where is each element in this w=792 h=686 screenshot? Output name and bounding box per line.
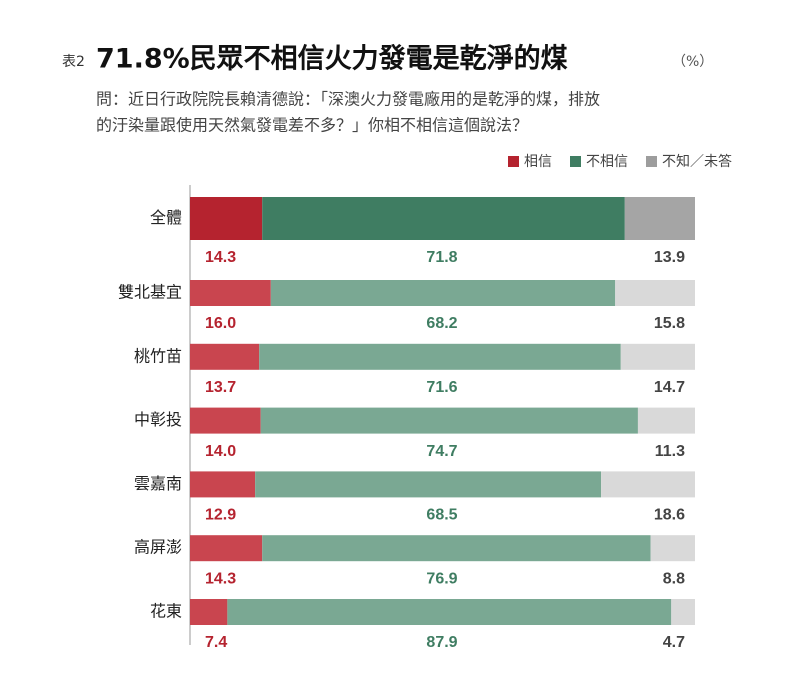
bar-segment [615, 280, 695, 306]
value-label: 15.8 [654, 315, 685, 332]
category-label: 全體 [150, 208, 182, 227]
legend-swatch [646, 156, 657, 167]
subtitle: 的汙染量跟使用天然氣發電差不多？」你相不相信這個說法？ [96, 116, 528, 135]
value-label: 87.9 [426, 634, 457, 651]
bar-segment [262, 535, 651, 562]
value-label: 4.7 [663, 634, 685, 651]
value-label: 11.3 [655, 443, 685, 460]
legend-label: 不知／未答 [662, 153, 732, 170]
bar-segment [190, 471, 256, 498]
value-label: 16.0 [205, 315, 236, 332]
bar-segment [620, 343, 695, 370]
legend-swatch [508, 156, 519, 167]
legend-label: 相信 [524, 154, 552, 170]
legend-label: 不相信 [586, 154, 628, 170]
value-label: 14.3 [205, 249, 236, 266]
bar-segment [260, 407, 638, 434]
title-unit: （%） [672, 54, 713, 70]
value-label: 14.7 [654, 379, 685, 396]
value-label: 7.4 [205, 634, 227, 651]
bar-segment [671, 599, 695, 625]
category-label: 中彰投 [134, 410, 182, 429]
value-label: 18.6 [654, 507, 685, 524]
subtitle: 問：近日行政院院長賴清德說：「深澳火力發電廠用的是乾淨的煤，排放 [96, 90, 600, 109]
bar-segment [190, 535, 263, 562]
value-label: 68.2 [426, 315, 457, 332]
bar-segment [650, 535, 695, 562]
bar-segment [601, 471, 695, 498]
value-label: 8.8 [663, 570, 685, 587]
chart-title: 71.8%民眾不相信火力發電是乾淨的煤 [96, 43, 568, 75]
value-label: 14.0 [205, 443, 236, 460]
value-label: 71.8 [426, 249, 457, 266]
bar-segment [190, 599, 228, 625]
value-label: 13.7 [205, 379, 236, 396]
value-label: 13.9 [654, 249, 685, 266]
bar-segment [190, 197, 263, 240]
bar-segment [227, 599, 672, 625]
bar-segment [190, 343, 260, 370]
value-label: 14.3 [205, 570, 236, 587]
value-label: 74.7 [426, 443, 457, 460]
bar-segment [262, 197, 625, 240]
bar-segment [190, 280, 271, 306]
bar-segment [637, 407, 695, 434]
category-label: 雙北基宜 [118, 283, 182, 302]
title-prefix: 表2 [62, 54, 85, 70]
value-label: 71.6 [426, 379, 457, 396]
category-label: 桃竹苗 [134, 346, 182, 365]
bar-segment [255, 471, 602, 498]
legend-swatch [570, 156, 581, 167]
bar-segment [270, 280, 616, 306]
category-label: 雲嘉南 [134, 474, 182, 493]
bar-segment [624, 197, 695, 240]
category-label: 花東 [150, 602, 182, 621]
bar-segment [259, 343, 621, 370]
value-label: 12.9 [205, 507, 236, 524]
value-label: 76.9 [426, 570, 457, 587]
category-label: 高屏澎 [134, 538, 182, 557]
value-label: 68.5 [426, 507, 457, 524]
bar-segment [190, 407, 261, 434]
